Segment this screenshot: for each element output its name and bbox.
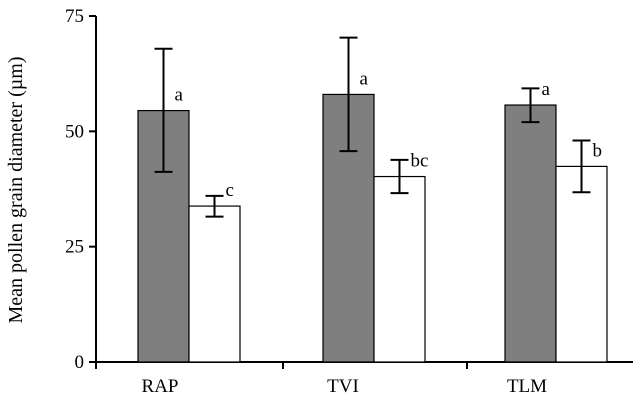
significance-label: c xyxy=(226,180,234,201)
x-tick-label: RAP xyxy=(142,376,179,397)
significance-label: b xyxy=(593,140,603,161)
significance-label: a xyxy=(175,85,184,106)
bar xyxy=(373,175,426,363)
plot-area: 0 25 50 75 RAP TVI TLM a a a c bc b xyxy=(65,6,633,397)
significance-label: bc xyxy=(411,151,429,172)
significance-label: a xyxy=(360,68,369,89)
bar xyxy=(555,165,608,363)
bar xyxy=(188,205,241,363)
y-tick-label: 75 xyxy=(65,6,84,27)
y-tick-label: 50 xyxy=(65,121,84,142)
bar xyxy=(504,104,557,363)
x-tick-label: TLM xyxy=(507,376,547,397)
y-tick-label: 0 xyxy=(75,352,85,373)
y-axis-title: Mean pollen grain diameter (µm) xyxy=(5,57,27,324)
y-tick-label: 25 xyxy=(65,237,84,258)
x-tick-label: TVI xyxy=(327,376,359,397)
significance-label: a xyxy=(542,79,551,100)
